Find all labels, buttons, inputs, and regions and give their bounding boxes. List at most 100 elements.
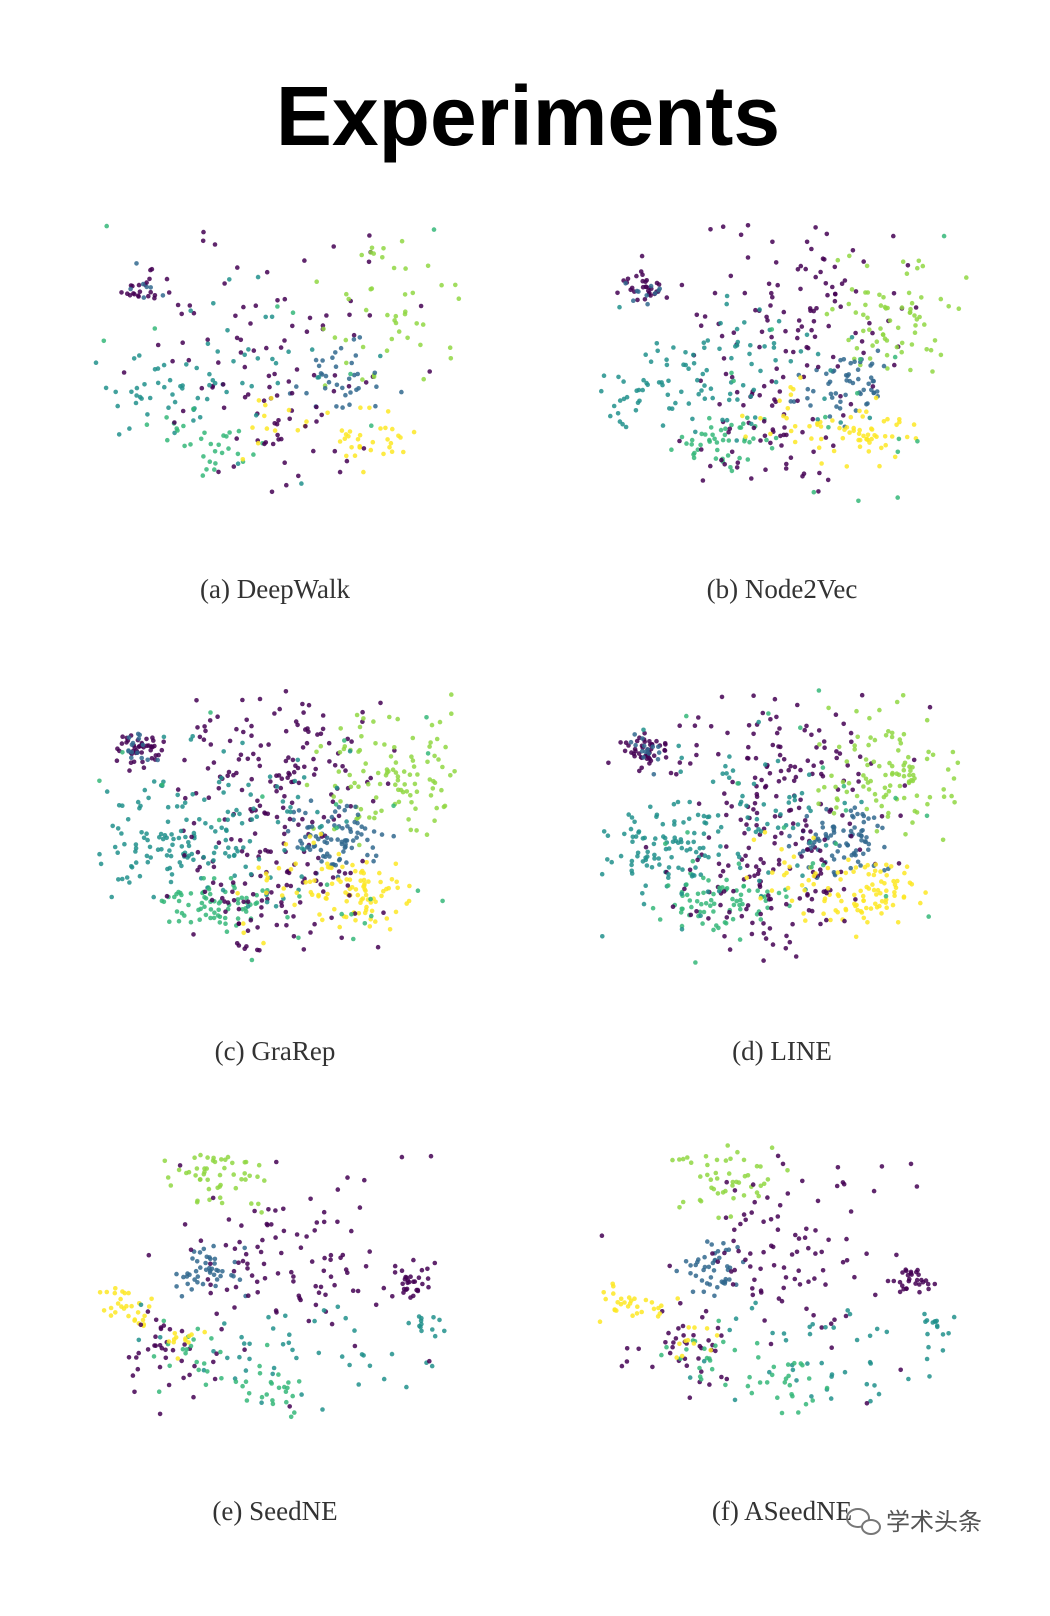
point [349, 1228, 354, 1234]
point [175, 792, 180, 798]
point [723, 426, 728, 432]
point [355, 830, 360, 836]
point [597, 1319, 603, 1324]
point [816, 801, 821, 806]
caption: (e) SeedNE [212, 1496, 337, 1526]
point [885, 416, 890, 422]
point [736, 854, 742, 860]
point [358, 806, 364, 812]
point [632, 1296, 637, 1301]
point [908, 306, 913, 312]
point [295, 428, 301, 433]
point [299, 846, 305, 851]
point [234, 335, 240, 341]
point [806, 1279, 811, 1284]
point [854, 708, 859, 714]
point [691, 361, 697, 366]
point [204, 396, 210, 402]
point [179, 1358, 184, 1364]
point [804, 239, 810, 245]
point [900, 259, 906, 265]
point [724, 844, 729, 849]
point [722, 934, 727, 939]
point [196, 1367, 201, 1373]
point [810, 1398, 815, 1403]
point [300, 745, 306, 750]
point [313, 870, 318, 876]
point [239, 1177, 244, 1182]
point [354, 712, 360, 718]
point [844, 464, 850, 469]
point [752, 1199, 757, 1205]
point [211, 1359, 216, 1365]
point [894, 1252, 899, 1258]
point [288, 805, 293, 810]
point [347, 402, 352, 408]
point [923, 890, 928, 895]
point [284, 882, 290, 888]
point [344, 860, 349, 865]
point [345, 1175, 350, 1180]
point [776, 779, 782, 784]
point [145, 859, 151, 865]
point [359, 897, 364, 902]
point [190, 734, 195, 739]
point [790, 921, 795, 927]
point [805, 1361, 810, 1366]
point [212, 449, 218, 454]
point [683, 362, 688, 368]
point [650, 1364, 655, 1370]
point [302, 258, 307, 263]
point [136, 1350, 141, 1356]
point [770, 870, 775, 875]
point [859, 692, 865, 698]
point [200, 238, 206, 244]
point [861, 259, 866, 264]
point [837, 843, 842, 848]
point [365, 837, 370, 843]
point [429, 1363, 435, 1369]
point [758, 895, 763, 901]
point [732, 1227, 737, 1233]
point [679, 923, 685, 929]
point [248, 872, 254, 877]
point [174, 1284, 179, 1289]
point [763, 783, 769, 789]
point [886, 788, 892, 794]
point [828, 368, 833, 373]
point [941, 794, 947, 799]
point [161, 899, 167, 905]
point [161, 362, 167, 368]
point [364, 860, 369, 865]
point [713, 456, 719, 461]
point [751, 781, 757, 787]
point [286, 755, 291, 760]
point [850, 380, 856, 386]
point [135, 750, 140, 755]
point [795, 398, 800, 404]
point [884, 338, 890, 343]
point [899, 340, 905, 346]
point [139, 750, 144, 755]
point [656, 750, 662, 755]
point [336, 851, 342, 857]
point [266, 1207, 271, 1212]
point [639, 748, 645, 754]
point [427, 777, 433, 782]
point [308, 889, 314, 895]
point [793, 1232, 798, 1238]
point [439, 282, 444, 288]
point [870, 378, 876, 384]
point [638, 269, 644, 274]
point [842, 1369, 848, 1375]
point [914, 810, 920, 815]
point [825, 292, 830, 298]
point [357, 747, 363, 753]
point [414, 789, 420, 794]
point [854, 346, 860, 351]
point [773, 808, 779, 814]
point [242, 1245, 247, 1251]
point [373, 403, 378, 409]
point [683, 350, 688, 355]
point [895, 878, 900, 884]
